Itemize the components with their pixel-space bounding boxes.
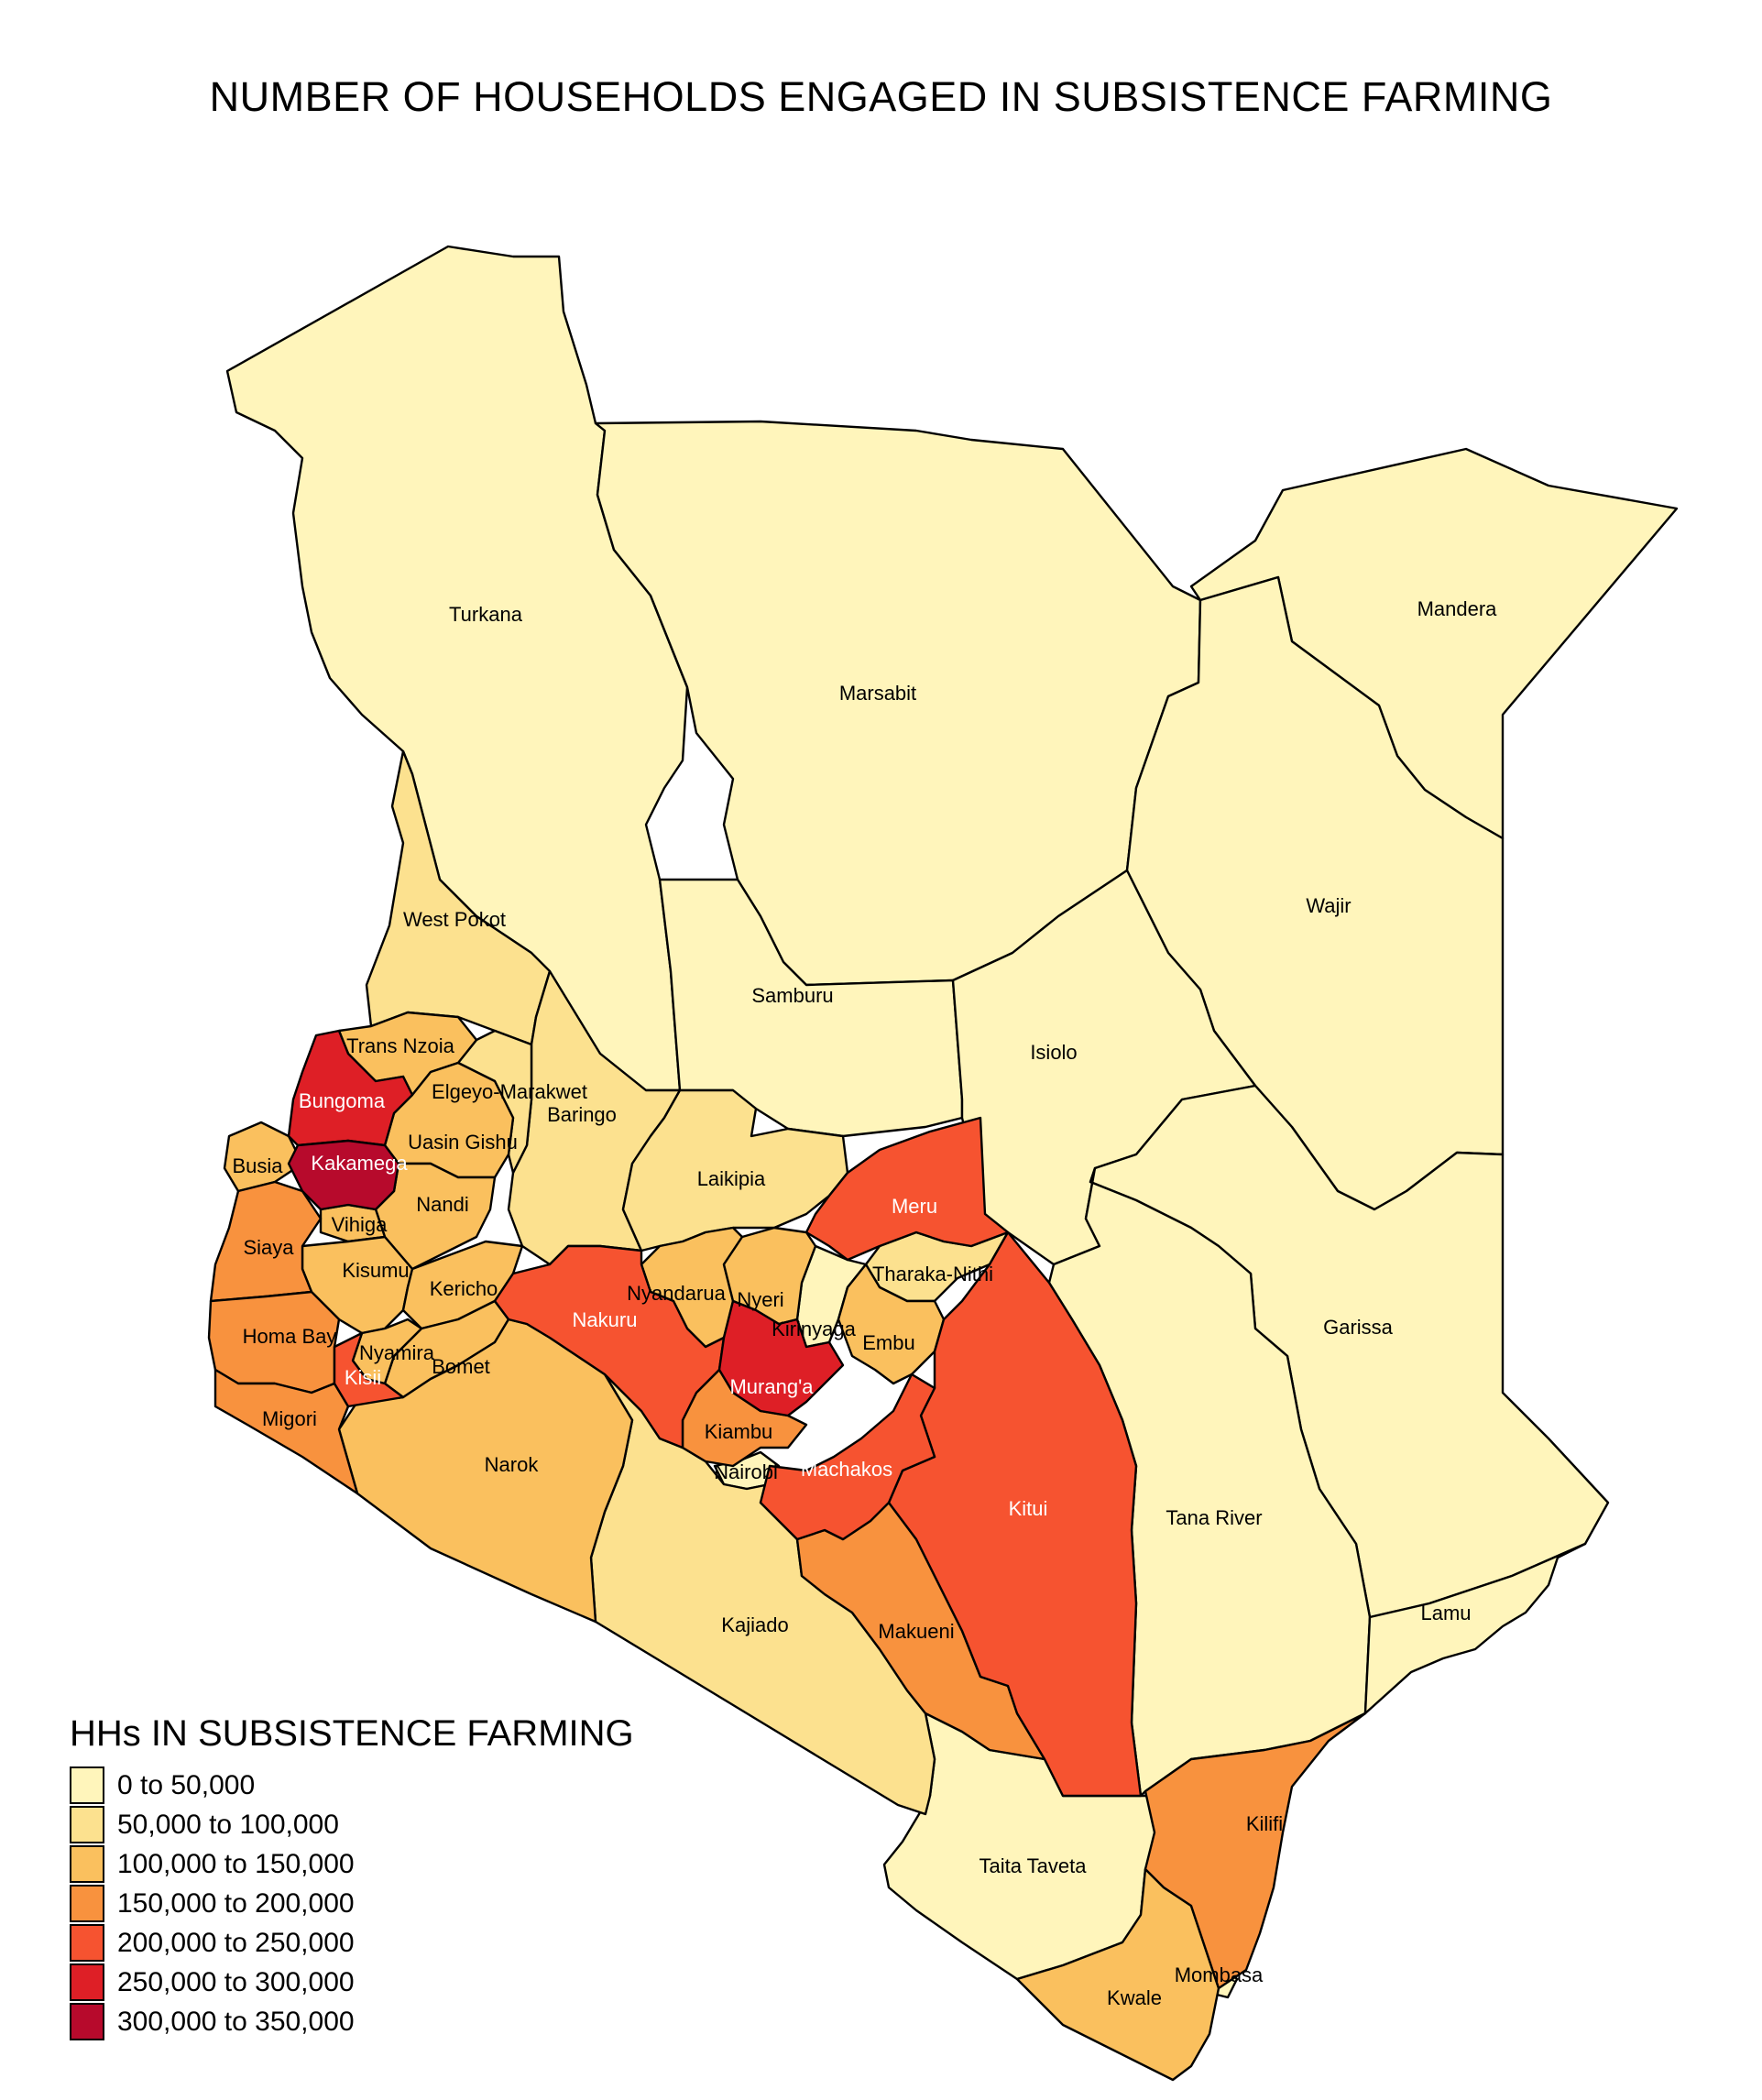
county-meru xyxy=(804,1116,1010,1262)
county-label-kisii: Kisii xyxy=(345,1366,381,1389)
county-label-elgeyo-marakwet: Elgeyo-Marakwet xyxy=(432,1080,587,1103)
county-nakuru xyxy=(493,1244,726,1449)
county-label-isiolo: Isiolo xyxy=(1030,1041,1077,1064)
county-label-taita-taveta: Taita Taveta xyxy=(979,1854,1087,1877)
county-label-kisumu: Kisumu xyxy=(342,1259,409,1282)
legend-item: 250,000 to 300,000 xyxy=(70,1963,634,2002)
county-busia xyxy=(223,1121,304,1193)
county-label-mandera: Mandera xyxy=(1417,597,1498,620)
county-label-machakos: Machakos xyxy=(801,1458,892,1481)
county-label-turkana: Turkana xyxy=(449,603,523,626)
county-machakos xyxy=(759,1373,936,1541)
legend-item: 300,000 to 350,000 xyxy=(70,2002,634,2041)
legend-title: HHs IN SUBSISTENCE FARMING xyxy=(70,1713,634,1754)
county-label-mombasa: Mombasa xyxy=(1175,1963,1264,1986)
legend-label: 100,000 to 150,000 xyxy=(117,1848,355,1879)
county-label-samburu: Samburu xyxy=(751,984,833,1007)
legend-item: 200,000 to 250,000 xyxy=(70,1923,634,1963)
county-label-homa-bay: Homa Bay xyxy=(243,1325,337,1348)
legend-swatch xyxy=(70,1924,104,1962)
map-legend: HHs IN SUBSISTENCE FARMING 0 to 50,000 50… xyxy=(70,1713,634,2041)
county-label-kajiado: Kajiado xyxy=(721,1613,788,1636)
county-label-nairobi: Nairobi xyxy=(714,1460,778,1483)
county-label-bomet: Bomet xyxy=(432,1355,490,1378)
county-label-trans-nzoia: Trans Nzoia xyxy=(346,1034,455,1057)
legend-label: 50,000 to 100,000 xyxy=(117,1809,339,1840)
legend-label: 250,000 to 300,000 xyxy=(117,1966,355,1997)
county-label-murang-a: Murang'a xyxy=(729,1375,814,1398)
county-label-nyeri: Nyeri xyxy=(737,1288,783,1311)
county-kakamega xyxy=(287,1139,400,1211)
legend-swatch xyxy=(70,1963,104,2001)
legend-label: 200,000 to 250,000 xyxy=(117,1927,355,1958)
county-label-garissa: Garissa xyxy=(1323,1316,1394,1339)
county-label-nyamira: Nyamira xyxy=(359,1341,435,1364)
legend-swatch xyxy=(70,1845,104,1883)
legend-swatch xyxy=(70,2003,104,2040)
map-title: NUMBER OF HOUSEHOLDS ENGAGED IN SUBSISTE… xyxy=(209,73,1553,120)
county-label-west-pokot: West Pokot xyxy=(403,908,506,931)
legend-item: 50,000 to 100,000 xyxy=(70,1805,634,1844)
legend-label: 150,000 to 200,000 xyxy=(117,1887,355,1919)
county-murang-a xyxy=(717,1299,845,1417)
legend-swatch xyxy=(70,1766,104,1804)
legend-item: 150,000 to 200,000 xyxy=(70,1884,634,1923)
county-label-kilifi: Kilifi xyxy=(1246,1812,1283,1835)
county-lamu xyxy=(1363,1542,1587,1715)
county-label-bungoma: Bungoma xyxy=(299,1089,386,1112)
county-label-kirinyaga: Kirinyaga xyxy=(772,1318,856,1340)
county-label-nakuru: Nakuru xyxy=(573,1308,638,1331)
county-label-kiambu: Kiambu xyxy=(705,1420,773,1443)
county-label-kericho: Kericho xyxy=(430,1277,498,1300)
county-label-kitui: Kitui xyxy=(1009,1497,1048,1520)
legend-label: 300,000 to 350,000 xyxy=(117,2006,355,2037)
county-label-kakamega: Kakamega xyxy=(311,1152,408,1175)
county-label-laikipia: Laikipia xyxy=(697,1167,766,1190)
county-label-siaya: Siaya xyxy=(243,1236,294,1259)
county-migori xyxy=(213,1368,359,1495)
county-label-vihiga: Vihiga xyxy=(332,1213,389,1236)
county-label-nandi: Nandi xyxy=(416,1193,468,1216)
legend-swatch xyxy=(70,1806,104,1843)
county-label-kwale: Kwale xyxy=(1107,1986,1162,2009)
legend-item: 100,000 to 150,000 xyxy=(70,1844,634,1884)
county-label-tana-river: Tana River xyxy=(1166,1506,1262,1529)
county-label-makueni: Makueni xyxy=(878,1620,954,1643)
legend-label: 0 to 50,000 xyxy=(117,1769,256,1800)
county-label-marsabit: Marsabit xyxy=(839,682,916,705)
county-label-uasin-gishu: Uasin Gishu xyxy=(408,1131,518,1154)
county-label-lamu: Lamu xyxy=(1420,1602,1471,1624)
county-label-nyandarua: Nyandarua xyxy=(627,1282,726,1305)
county-kilifi xyxy=(1144,1712,1367,1990)
county-label-migori: Migori xyxy=(262,1407,317,1430)
legend-swatch xyxy=(70,1885,104,1922)
county-label-busia: Busia xyxy=(232,1154,283,1177)
county-label-narok: Narok xyxy=(485,1453,540,1476)
county-kisii xyxy=(333,1331,405,1408)
county-label-meru: Meru xyxy=(892,1195,937,1218)
county-siaya xyxy=(209,1180,323,1303)
legend-items: 0 to 50,000 50,000 to 100,000 100,000 to 1… xyxy=(70,1766,634,2041)
county-bungoma xyxy=(287,1029,414,1147)
county-laikipia xyxy=(621,1088,849,1252)
county-label-baringo: Baringo xyxy=(547,1103,617,1126)
county-label-wajir: Wajir xyxy=(1306,894,1351,917)
legend-item: 0 to 50,000 xyxy=(70,1766,634,1805)
county-label-tharaka-nithi: Tharaka-Nithi xyxy=(872,1263,993,1285)
county-label-embu: Embu xyxy=(862,1331,914,1354)
